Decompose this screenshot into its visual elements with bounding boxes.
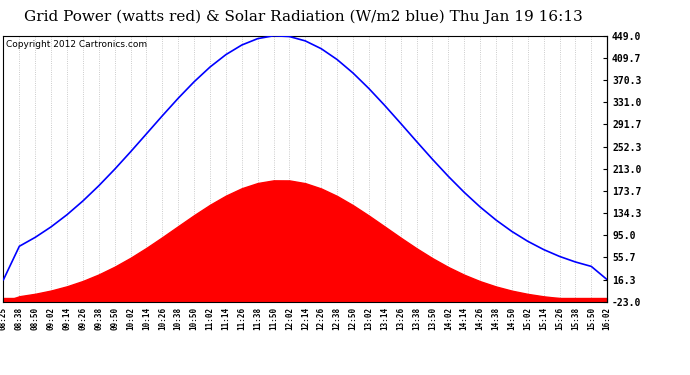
Text: Grid Power (watts red) & Solar Radiation (W/m2 blue) Thu Jan 19 16:13: Grid Power (watts red) & Solar Radiation… — [24, 9, 583, 24]
Bar — [3, 298, 607, 302]
Text: Copyright 2012 Cartronics.com: Copyright 2012 Cartronics.com — [6, 40, 148, 49]
